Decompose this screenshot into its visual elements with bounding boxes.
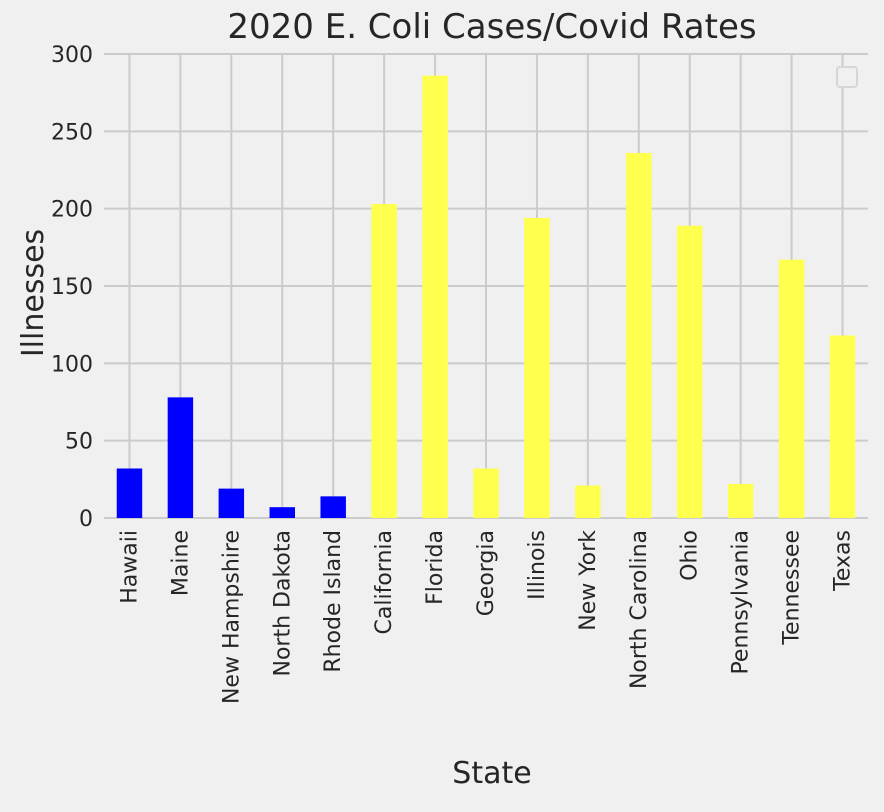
bar-maine [167, 397, 194, 518]
bars-layer [116, 75, 856, 519]
bar-hawaii [116, 468, 143, 518]
x-tick-label: New York [576, 530, 601, 631]
x-tick-label: Florida [423, 530, 448, 605]
bar-new-hampshire [218, 488, 245, 518]
x-tick-label: North Carolina [627, 530, 652, 689]
bar-texas [829, 335, 856, 518]
x-tick-label: North Dakota [270, 530, 295, 676]
x-tick-label: Rhode Island [321, 530, 346, 673]
x-axis-title: State [452, 756, 531, 791]
chart-title: 2020 E. Coli Cases/Covid Rates [227, 7, 756, 47]
y-axis-title: Illnesses [16, 229, 51, 357]
bar-georgia [473, 468, 499, 518]
y-tick-label: 300 [51, 43, 93, 68]
legend-box [836, 66, 858, 88]
bar-rhode-island [320, 496, 346, 518]
x-tick-label: Tennessee [780, 530, 805, 646]
y-tick-label: 200 [51, 198, 93, 223]
x-tick-labels: Hawaii Maine New Hampshire North Dakota Rhod… [117, 530, 855, 704]
bar-florida [422, 75, 448, 519]
y-tick-labels: 0 50 100 150 200 250 300 [51, 43, 93, 532]
x-tick-label: Maine [168, 530, 193, 596]
bar-tennessee [778, 259, 805, 518]
x-tick-label: Hawaii [117, 530, 142, 604]
bar-illinois [524, 217, 550, 519]
y-tick-label: 250 [51, 120, 93, 145]
bar-pennsylvania [727, 483, 754, 518]
x-tick-label: Texas [831, 530, 856, 592]
x-tick-label: Illinois [525, 530, 550, 600]
x-tick-label: New Hampshire [219, 530, 244, 704]
x-tick-label: Pennsylvania [729, 530, 754, 675]
bar-california [371, 204, 397, 518]
bar-north-dakota [269, 507, 295, 518]
x-tick-label: Georgia [474, 530, 499, 616]
bar-north-carolina [626, 152, 652, 518]
y-tick-label: 50 [65, 430, 93, 455]
x-tick-label: Ohio [678, 530, 703, 581]
bar-ohio [677, 225, 703, 518]
x-tick-label: California [372, 530, 397, 634]
y-tick-label: 150 [51, 275, 93, 300]
y-tick-label: 100 [51, 352, 93, 377]
y-tick-label: 0 [79, 507, 93, 532]
bar-new-york [575, 485, 601, 518]
